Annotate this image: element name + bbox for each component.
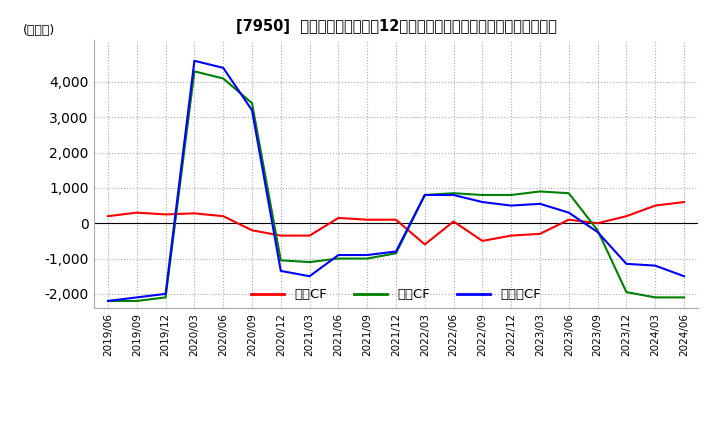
投資CF [420,192,429,198]
投資CF [680,295,688,300]
投資CF [248,100,256,106]
営業CF [507,233,516,238]
フリーCF [276,268,285,274]
投資CF [536,189,544,194]
フリーCF [132,295,141,300]
投資CF [161,295,170,300]
フリーCF [478,199,487,205]
営業CF [334,215,343,220]
営業CF [449,219,458,224]
投資CF [334,256,343,261]
投資CF [392,251,400,256]
フリーCF [305,274,314,279]
Legend: 営業CF, 投資CF, フリーCF: 営業CF, 投資CF, フリーCF [246,283,546,307]
営業CF [392,217,400,222]
営業CF [363,217,372,222]
Line: 営業CF: 営業CF [108,202,684,245]
営業CF [680,199,688,205]
投資CF [132,298,141,304]
営業CF [248,227,256,233]
投資CF [651,295,660,300]
投資CF [564,191,573,196]
フリーCF [219,65,228,70]
Line: 投資CF: 投資CF [108,71,684,301]
営業CF [219,213,228,219]
営業CF [593,220,602,226]
フリーCF [392,249,400,254]
フリーCF [161,291,170,297]
フリーCF [651,263,660,268]
営業CF [478,238,487,244]
営業CF [622,213,631,219]
Y-axis label: (百万円): (百万円) [23,24,55,37]
フリーCF [248,108,256,113]
投資CF [305,260,314,265]
フリーCF [622,261,631,267]
営業CF [104,213,112,219]
フリーCF [334,253,343,258]
営業CF [651,203,660,208]
営業CF [132,210,141,215]
Line: フリーCF: フリーCF [108,61,684,301]
フリーCF [420,192,429,198]
フリーCF [363,253,372,258]
投資CF [593,227,602,233]
投資CF [478,192,487,198]
投資CF [104,298,112,304]
営業CF [276,233,285,238]
フリーCF [190,58,199,63]
投資CF [190,69,199,74]
フリーCF [507,203,516,208]
営業CF [564,217,573,222]
投資CF [219,76,228,81]
投資CF [622,290,631,295]
投資CF [449,191,458,196]
フリーCF [680,274,688,279]
営業CF [536,231,544,236]
フリーCF [564,210,573,215]
フリーCF [449,192,458,198]
フリーCF [536,201,544,206]
営業CF [161,212,170,217]
フリーCF [104,298,112,304]
Title: [7950]  キャッシュフローの12か月移動合計の対前年同期増減額の推移: [7950] キャッシュフローの12か月移動合計の対前年同期増減額の推移 [235,19,557,34]
フリーCF [593,229,602,235]
投資CF [276,258,285,263]
営業CF [190,211,199,216]
営業CF [420,242,429,247]
営業CF [305,233,314,238]
投資CF [507,192,516,198]
投資CF [363,256,372,261]
